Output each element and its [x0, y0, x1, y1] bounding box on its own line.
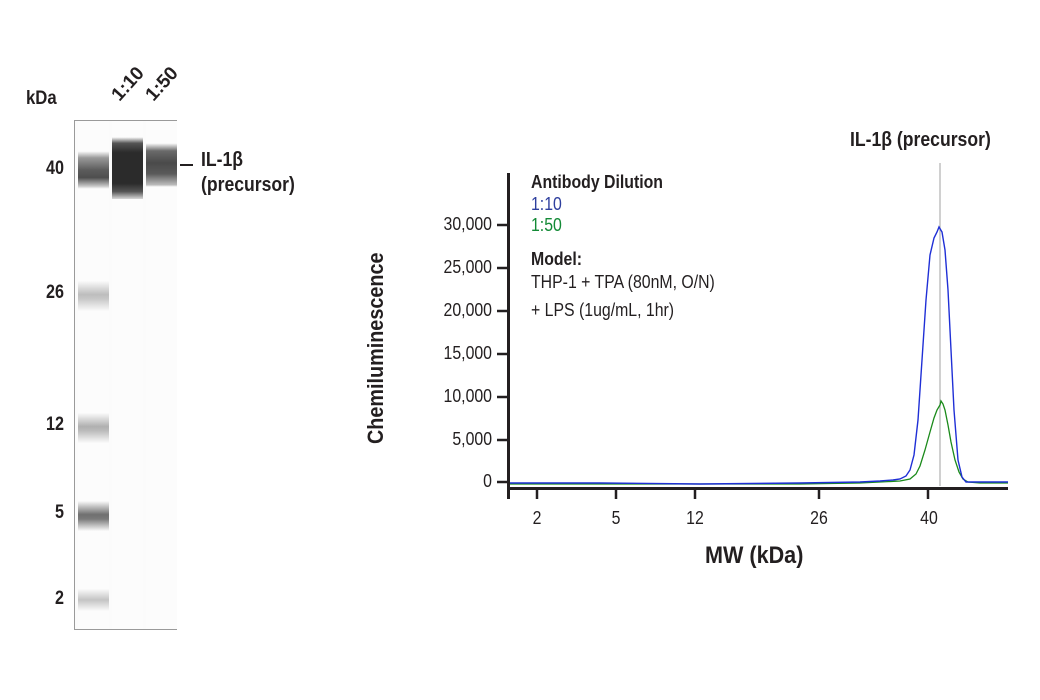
ladder-band-2 [78, 589, 109, 611]
legend-model-title: Model: [531, 249, 583, 269]
target-dash [180, 164, 193, 166]
lane-1-50 [146, 121, 177, 629]
x-axis-ticks [535, 488, 930, 499]
ytick-0: 0 [483, 471, 492, 491]
marker-label-2: 2 [55, 588, 64, 609]
marker-label-5: 5 [55, 502, 64, 523]
xtick-26: 26 [810, 508, 828, 528]
marker-label-12: 12 [46, 414, 64, 435]
ladder-band-40 [78, 151, 109, 189]
legend-model-line1: THP-1 + TPA (80nM, O/N) [531, 272, 715, 292]
il1b-band-1-50 [146, 143, 177, 187]
ladder-band-26 [78, 281, 109, 311]
ladder-band-12 [78, 413, 109, 443]
blot-unit-label: kDa [26, 88, 57, 109]
lane-ladder [78, 121, 109, 629]
marker-label-40: 40 [46, 158, 64, 179]
ytick-30000: 30,000 [443, 214, 492, 234]
ladder-band-5 [78, 501, 109, 531]
il1b-band-1-10 [112, 137, 143, 199]
lane-1-10 [112, 121, 143, 629]
peak-label: IL-1β (precursor) [850, 129, 991, 151]
ytick-5000: 5,000 [452, 429, 492, 449]
y-axis-ticks [497, 223, 508, 484]
xtick-12: 12 [686, 508, 704, 528]
x-axis-label: MW (kDa) [705, 542, 804, 569]
target-label-line1: IL-1β [201, 149, 244, 171]
series-1-50-line [510, 399, 1008, 485]
blot-image [74, 120, 177, 630]
ytick-10000: 10,000 [443, 386, 492, 406]
legend-item-1-50: 1:50 [531, 215, 562, 235]
ytick-25000: 25,000 [443, 257, 492, 277]
legend-title: Antibody Dilution [531, 172, 663, 192]
ytick-15000: 15,000 [443, 343, 492, 363]
ytick-20000: 20,000 [443, 300, 492, 320]
target-label-line2: (precursor) [201, 174, 295, 196]
legend-model-line2: + LPS (1ug/mL, 1hr) [531, 300, 675, 320]
series-1-10-line [510, 225, 1008, 485]
xtick-5: 5 [611, 508, 621, 528]
xtick-40: 40 [920, 508, 938, 528]
xtick-2: 2 [532, 508, 542, 528]
legend-item-1-10: 1:10 [531, 194, 562, 214]
marker-label-26: 26 [46, 282, 64, 303]
